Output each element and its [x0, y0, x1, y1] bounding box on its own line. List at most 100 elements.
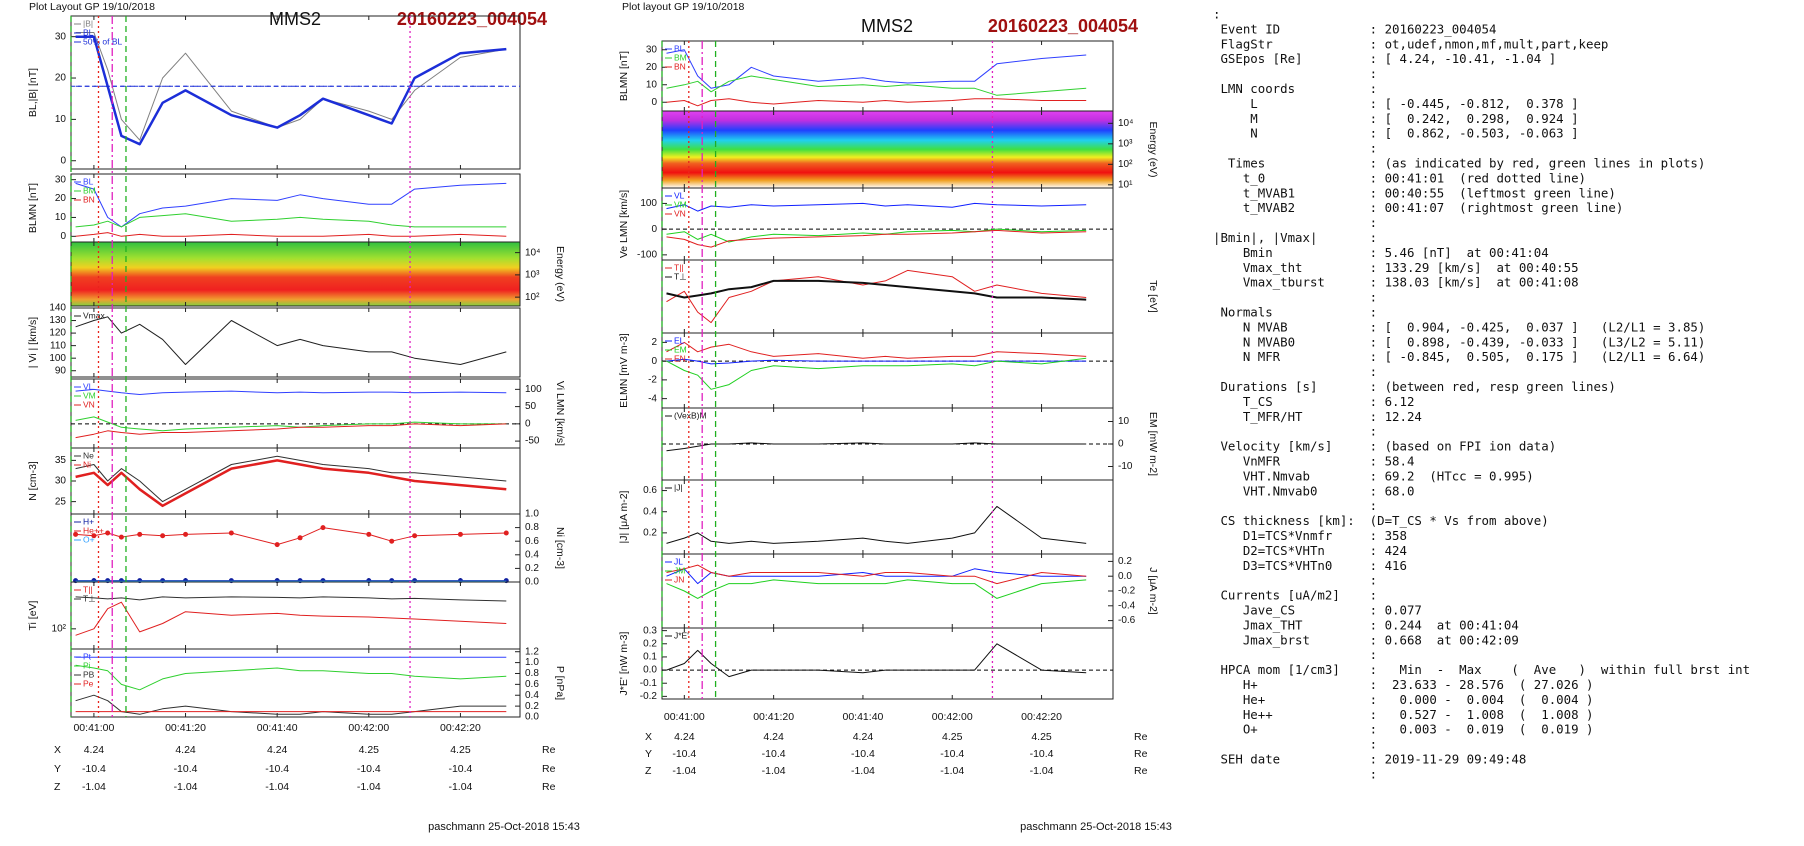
y-tick-label: 35	[55, 455, 67, 466]
series-line	[666, 442, 1087, 452]
x-tick-label: 00:41:00	[73, 722, 114, 734]
series-line	[666, 579, 1087, 599]
position-value: -10.4	[448, 763, 472, 775]
position-value: 4.24	[175, 744, 196, 756]
y-axis-label: |J| [μA m-2]	[618, 490, 630, 543]
position-unit: Re	[542, 781, 556, 793]
position-value: 4.24	[674, 731, 695, 743]
position-value: -10.4	[672, 748, 696, 760]
series-line	[666, 229, 1087, 248]
y-tick-label: -2	[648, 375, 657, 386]
series-line	[666, 202, 1087, 212]
summary-line: HPCA mom [1/cm3] : Min - Max ( Ave ) wit…	[1213, 662, 1750, 677]
position-label: X	[54, 744, 61, 756]
series-line	[75, 455, 507, 503]
legend-entry: Pt	[83, 651, 92, 661]
summary-line: N MFR : [ -0.845, 0.505, 0.175 ] (L2/L1 …	[1213, 349, 1705, 364]
series-line	[75, 213, 507, 228]
summary-line: t_MVAB2 : 00:41:07 (rightmost green line…	[1213, 200, 1623, 215]
y-tick-label: -0.2	[1118, 586, 1136, 597]
x-tick-label: 00:41:40	[843, 711, 884, 723]
position-value: 4.24	[763, 731, 784, 743]
position-value: -10.4	[357, 763, 381, 775]
y-tick-label: 10	[55, 212, 67, 223]
summary-line: Bmin : 5.46 [nT] at 00:41:04	[1213, 245, 1549, 260]
summary-line: O+ : 0.003 - 0.019 ( 0.019 )	[1213, 722, 1593, 737]
series-line	[75, 416, 507, 432]
position-value: 4.24	[84, 744, 105, 756]
y-tick-label: 2	[651, 337, 657, 348]
position-unit: Re	[1134, 765, 1148, 777]
position-value: -10.4	[762, 748, 786, 760]
summary-line: FlagStr : ot,udef,nmon,mf,mult,part,keep	[1213, 36, 1608, 51]
plot-header: Plot Layout GP 19/10/2018	[29, 1, 155, 13]
x-tick-label: 00:42:20	[1021, 711, 1062, 723]
position-unit: Re	[1134, 748, 1148, 760]
legend-entry: Pe	[83, 678, 94, 688]
y-tick-label: 10³	[525, 270, 540, 281]
y-tick-label: -0.1	[640, 678, 658, 689]
position-label: Y	[54, 763, 61, 775]
position-value: -10.4	[1030, 748, 1054, 760]
summary-line: Vmax_tht : 133.29 [km/s] at 00:40:55	[1213, 260, 1579, 275]
y-tick-label: 0.6	[525, 679, 539, 690]
legend-entry: Ne	[83, 450, 94, 460]
y-tick-label: 110	[50, 340, 66, 351]
x-tick-label: 00:41:00	[664, 711, 705, 723]
summary-line: :	[1213, 424, 1377, 439]
position-value: 4.25	[359, 744, 380, 756]
series-line	[666, 228, 1087, 243]
legend-entry: BN	[83, 194, 95, 204]
y-tick-label: 1.2	[525, 646, 539, 657]
legend-entry: EM	[674, 344, 687, 354]
legend-entry: 50% of BL	[83, 36, 122, 46]
y-tick-label: 0.2	[643, 638, 657, 649]
summary-line: :	[1213, 215, 1377, 230]
summary-line: H+ : 23.633 - 28.576 ( 27.026 )	[1213, 677, 1593, 692]
legend-entry: JL	[674, 556, 683, 566]
y-tick-label: 10⁴	[525, 247, 540, 258]
y-tick-label: 0.8	[525, 668, 539, 679]
y-tick-label: 0	[525, 418, 531, 429]
y-tick-label: -4	[648, 393, 657, 404]
y-tick-label: 100	[525, 384, 542, 395]
summary-line: Vmax_tburst : 138.03 [km/s] at 00:41:08	[1213, 275, 1579, 290]
y-tick-label: 140	[49, 303, 66, 314]
y-axis-label: Te [eV]	[1147, 280, 1159, 313]
y-axis-label: J [μA m-2]	[1147, 567, 1159, 615]
series-line	[75, 35, 507, 146]
y-axis-label: BLMN [nT]	[27, 183, 39, 233]
y-tick-label: -0.2	[640, 691, 658, 702]
position-value: -1.04	[1030, 765, 1054, 777]
position-value: -10.4	[82, 763, 106, 775]
legend-entry: BM	[674, 52, 687, 62]
position-label: Z	[54, 781, 61, 793]
legend-entry: VL	[83, 381, 94, 391]
y-axis-label: | Vi | [km/s]	[27, 317, 39, 368]
legend-entry: Pi	[83, 660, 91, 670]
plot-header: Plot layout GP 19/10/2018	[622, 1, 745, 13]
y-tick-label: 0.2	[525, 701, 539, 712]
y-tick-label: -50	[525, 436, 540, 447]
y-tick-label: 20	[646, 62, 658, 73]
y-tick-label: 0.0	[525, 577, 539, 588]
y-tick-label: -0.6	[1118, 615, 1136, 626]
y-tick-label: 10²	[1118, 159, 1133, 170]
summary-line: N : [ 0.862, -0.503, -0.063 ]	[1213, 126, 1579, 141]
y-tick-label: 0.3	[643, 625, 657, 636]
x-tick-label: 00:42:20	[440, 722, 481, 734]
legend-entry: BN	[674, 61, 686, 71]
summary-line: t_MVAB1 : 00:40:55 (leftmost green line)	[1213, 185, 1616, 200]
y-axis-label: Energy (eV)	[554, 246, 566, 302]
legend-entry: O+	[83, 534, 95, 544]
series-line	[666, 269, 1087, 324]
position-value: -1.04	[851, 765, 875, 777]
y-tick-label: -10	[1118, 461, 1133, 472]
summary-line: :	[1213, 66, 1377, 81]
y-axis-label: Vi LMN [km/s]	[554, 381, 566, 446]
y-tick-label: 0.2	[1118, 556, 1132, 567]
y-axis-label: BLMN [nT]	[618, 51, 630, 101]
series-line	[75, 423, 507, 439]
series-line	[75, 664, 507, 691]
summary-line: VHT.Nmvab0 : 68.0	[1213, 483, 1414, 498]
